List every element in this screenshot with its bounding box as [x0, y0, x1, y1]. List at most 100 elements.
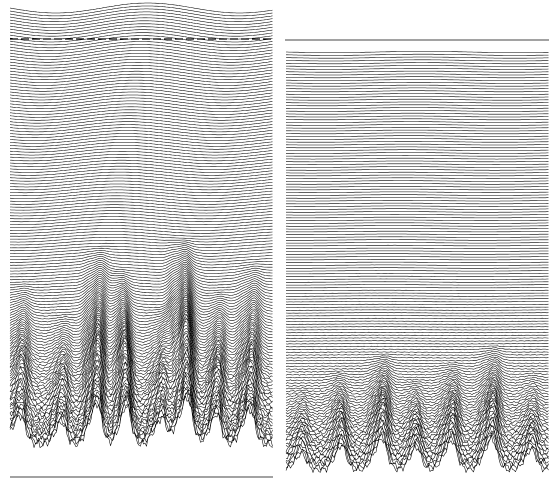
trace-line	[9, 115, 273, 124]
trace-line	[9, 242, 273, 249]
trace-line	[9, 389, 273, 443]
trace-line	[9, 5, 273, 17]
trace-line	[10, 234, 273, 240]
trace-line	[9, 142, 273, 150]
trace-line	[9, 91, 273, 101]
trace-line	[286, 228, 549, 230]
trace-line	[9, 210, 273, 217]
trace-line	[285, 387, 549, 413]
trace-line	[9, 291, 273, 323]
trace-line	[9, 35, 273, 46]
trace-line	[285, 56, 549, 59]
trace-line	[285, 96, 549, 98]
trace-line	[286, 432, 549, 471]
trace-line	[9, 38, 273, 49]
trace-line	[286, 259, 549, 261]
trace-line	[286, 202, 549, 205]
trace-line	[9, 174, 273, 182]
trace-line	[9, 59, 273, 69]
trace-line	[285, 364, 549, 376]
trace-line	[9, 306, 273, 346]
trace-line	[286, 281, 549, 283]
trace-line	[9, 8, 273, 20]
trace-line	[9, 88, 273, 98]
trace-line	[285, 362, 549, 373]
trace-line	[9, 338, 273, 387]
trace-line	[10, 245, 273, 252]
trace-line	[9, 70, 273, 80]
trace-line	[285, 404, 549, 438]
trace-line	[9, 263, 273, 281]
trace-line	[9, 274, 273, 297]
trace-line	[285, 435, 549, 473]
trace-line	[286, 171, 549, 174]
trace-line	[9, 50, 273, 60]
trace-line	[10, 225, 273, 231]
trace-line	[9, 363, 273, 415]
trace-line	[9, 283, 273, 311]
trace-line	[10, 228, 273, 234]
trace-line	[9, 130, 273, 138]
trace-line	[9, 317, 273, 364]
trace-line	[286, 112, 549, 115]
trace-line	[9, 207, 273, 214]
trace-line	[9, 289, 273, 320]
trace-line	[286, 373, 549, 390]
trace-line	[286, 93, 549, 95]
trace-line	[9, 285, 273, 314]
trace-line	[286, 205, 549, 207]
trace-line	[9, 139, 273, 147]
trace-line	[9, 148, 273, 156]
trace-line	[285, 369, 549, 384]
trace-line	[10, 201, 273, 208]
trace-line	[285, 419, 549, 456]
trace-line	[285, 374, 549, 393]
trace-line	[286, 87, 549, 90]
trace-line	[10, 247, 273, 254]
trace-line	[286, 132, 549, 135]
trace-line	[9, 68, 273, 78]
trace-line	[9, 342, 273, 390]
trace-line	[285, 323, 549, 325]
trace-line	[285, 391, 549, 418]
trace-line	[9, 294, 273, 329]
trace-line	[9, 300, 273, 337]
trace-line	[286, 129, 549, 132]
trace-line	[9, 53, 273, 63]
trace-line	[285, 381, 549, 404]
trace-line	[9, 29, 273, 40]
trace-line	[286, 315, 549, 317]
trace-line	[286, 90, 549, 93]
trace-line	[285, 385, 549, 410]
trace-line	[285, 292, 549, 294]
trace-line	[285, 146, 549, 149]
trace-line	[286, 197, 549, 199]
trace-line	[9, 292, 273, 326]
trace-line	[286, 264, 549, 266]
trace-line	[9, 62, 273, 72]
trace-line	[9, 118, 273, 127]
trace-line	[10, 256, 273, 269]
trace-line	[286, 320, 549, 322]
trace-line	[9, 302, 273, 340]
trace-line	[286, 169, 549, 171]
trace-line	[9, 311, 273, 355]
trace-line	[9, 269, 273, 289]
trace-line	[9, 171, 273, 179]
trace-line	[285, 180, 549, 182]
trace-line	[9, 76, 273, 86]
trace-line	[286, 278, 549, 280]
trace-line	[286, 62, 549, 65]
trace-line	[9, 250, 273, 260]
trace-line	[286, 261, 549, 263]
trace-line	[286, 82, 549, 84]
trace-line	[286, 186, 549, 188]
trace-line	[286, 177, 549, 179]
trace-line	[286, 152, 549, 154]
trace-line	[286, 236, 549, 238]
trace-line	[9, 162, 273, 170]
trace-line	[10, 177, 273, 185]
trace-line	[285, 183, 549, 185]
trace-line	[9, 20, 273, 31]
trace-line	[9, 32, 273, 43]
